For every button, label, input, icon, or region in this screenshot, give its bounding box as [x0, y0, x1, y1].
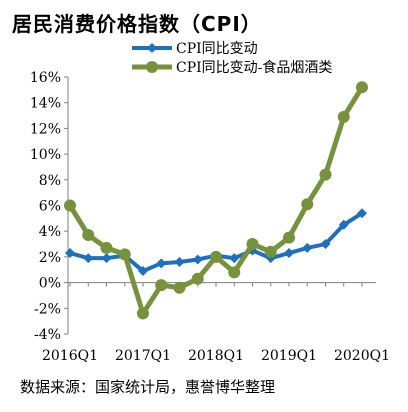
data-point [301, 198, 314, 211]
y-tick-label: 4% [39, 224, 61, 240]
data-point [229, 253, 240, 264]
x-tick-label: 2020Q1 [334, 348, 390, 364]
data-point [137, 307, 149, 320]
data-point [101, 253, 112, 264]
y-tick-label: -4% [34, 327, 61, 343]
data-point [138, 266, 148, 277]
data-point [156, 258, 167, 269]
y-tick-label: 2% [39, 250, 61, 266]
data-point [173, 281, 186, 294]
source-note: 数据来源：国家统计局，惠誉博华整理 [20, 378, 276, 396]
data-point [192, 254, 203, 265]
legend-marker-2 [146, 61, 158, 73]
data-point [356, 81, 368, 94]
data-point [319, 168, 332, 181]
chart-title: 居民消费价格指数（CPI） [12, 12, 262, 36]
x-tick-label: 2019Q1 [261, 348, 317, 364]
data-point [320, 239, 331, 250]
data-point [82, 229, 95, 242]
legend-marker-1 [147, 43, 157, 53]
data-point [302, 242, 313, 253]
y-tick-label: 8% [39, 173, 61, 189]
y-tick-label: 16% [30, 70, 61, 86]
legend-label-1: CPI同比变动 [176, 41, 258, 57]
data-point [100, 241, 113, 254]
data-point [155, 279, 168, 292]
y-tick-label: 14% [30, 96, 61, 112]
y-tick-label: 0% [39, 276, 61, 292]
data-point [65, 248, 75, 259]
y-tick-label: 6% [39, 199, 61, 215]
data-point [264, 245, 277, 258]
data-point [246, 238, 259, 251]
legend-label-2: CPI同比变动-食品烟酒类 [176, 59, 332, 76]
data-point [337, 110, 350, 123]
data-point [174, 257, 185, 268]
data-point [64, 199, 76, 212]
data-point [283, 231, 295, 244]
x-tick-label: 2018Q1 [188, 348, 244, 364]
y-tick-label: -2% [34, 301, 61, 317]
y-tick-label: 10% [30, 147, 61, 163]
data-point [228, 266, 241, 279]
data-point [210, 250, 222, 263]
data-point [83, 253, 94, 264]
data-point [284, 248, 294, 259]
data-point [357, 208, 367, 219]
data-point [118, 248, 131, 261]
y-tick-label: 12% [30, 121, 61, 137]
x-tick-label: 2016Q1 [42, 348, 98, 364]
series-line-2 [67, 85, 365, 316]
x-tick-label: 2017Q1 [115, 348, 171, 364]
data-point [191, 272, 204, 285]
data-point [338, 219, 349, 230]
